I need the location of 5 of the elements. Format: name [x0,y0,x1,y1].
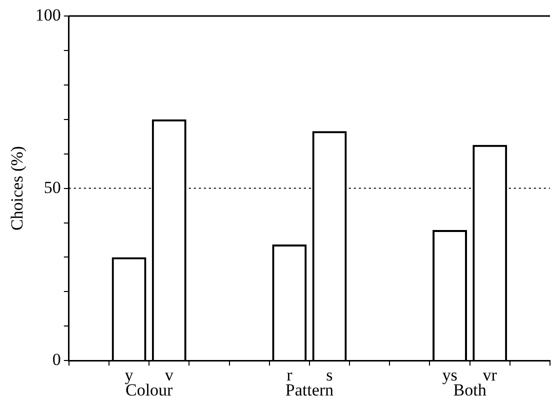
y-tick-label: 50 [44,178,61,197]
y-tick-label: 0 [52,350,61,370]
x-tick-label: v [164,365,174,384]
y-axis-title: Choices (%) [8,146,27,231]
y-tick-label: 100 [35,5,61,24]
